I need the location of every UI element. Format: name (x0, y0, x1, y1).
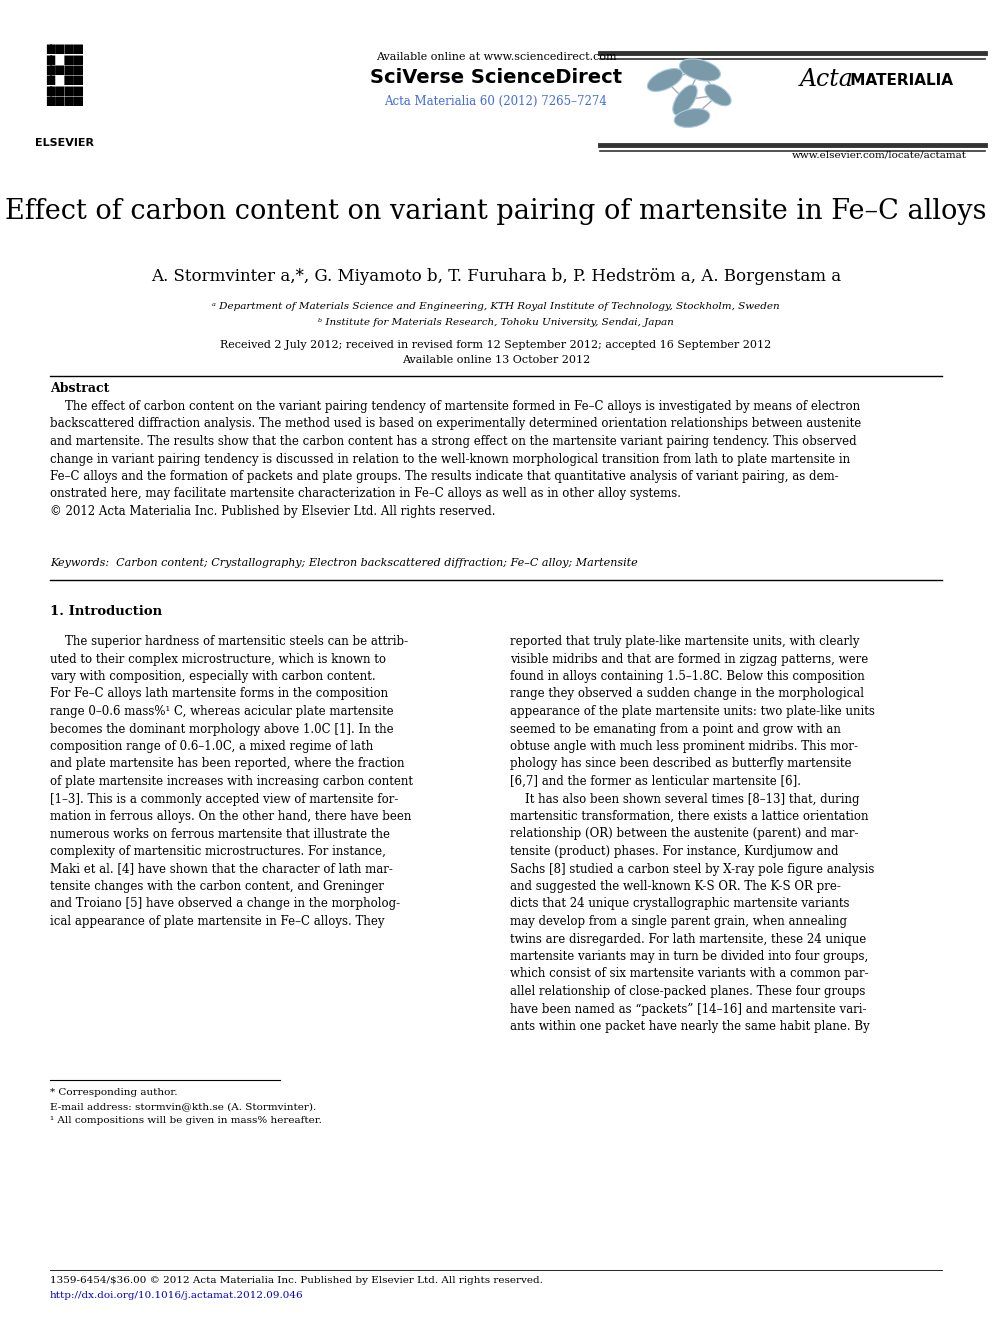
Text: ᵇ Institute for Materials Research, Tohoku University, Sendai, Japan: ᵇ Institute for Materials Research, Toho… (318, 318, 674, 327)
Text: Available online 13 October 2012: Available online 13 October 2012 (402, 355, 590, 365)
Ellipse shape (675, 108, 710, 127)
Text: ᵃ Department of Materials Science and Engineering, KTH Royal Institute of Techno: ᵃ Department of Materials Science and En… (212, 302, 780, 311)
Text: reported that truly plate-like martensite units, with clearly
visible midribs an: reported that truly plate-like martensit… (510, 635, 875, 1033)
Text: MATERIALIA: MATERIALIA (845, 73, 953, 89)
Text: Acta: Acta (800, 67, 854, 91)
Text: Abstract: Abstract (50, 382, 109, 396)
Ellipse shape (673, 85, 697, 115)
Ellipse shape (705, 85, 731, 106)
Text: Available online at www.sciencedirect.com: Available online at www.sciencedirect.co… (376, 52, 616, 62)
Text: 1359-6454/$36.00 © 2012 Acta Materialia Inc. Published by Elsevier Ltd. All righ: 1359-6454/$36.00 © 2012 Acta Materialia … (50, 1275, 543, 1285)
Text: ELSEVIER: ELSEVIER (36, 138, 94, 148)
Text: E-mail address: stormvin@kth.se (A. Stormvinter).: E-mail address: stormvin@kth.se (A. Stor… (50, 1102, 316, 1111)
Text: * Corresponding author.: * Corresponding author. (50, 1088, 178, 1097)
Text: ¹ All compositions will be given in mass% hereafter.: ¹ All compositions will be given in mass… (50, 1117, 321, 1125)
Text: A. Stormvinter a,*, G. Miyamoto b, T. Furuhara b, P. Hedström a, A. Borgenstam a: A. Stormvinter a,*, G. Miyamoto b, T. Fu… (151, 269, 841, 284)
Text: Keywords:  Carbon content; Crystallography; Electron backscattered diffraction; : Keywords: Carbon content; Crystallograph… (50, 558, 638, 568)
Text: The superior hardness of martensitic steels can be attrib-
uted to their complex: The superior hardness of martensitic ste… (50, 635, 413, 927)
Text: Acta Materialia 60 (2012) 7265–7274: Acta Materialia 60 (2012) 7265–7274 (385, 95, 607, 108)
Text: http://dx.doi.org/10.1016/j.actamat.2012.09.046: http://dx.doi.org/10.1016/j.actamat.2012… (50, 1291, 304, 1301)
Text: 1. Introduction: 1. Introduction (50, 605, 162, 618)
Text: Effect of carbon content on variant pairing of martensite in Fe–C alloys: Effect of carbon content on variant pair… (5, 198, 987, 225)
Ellipse shape (648, 69, 682, 91)
Ellipse shape (680, 60, 720, 81)
Text: SciVerse ScienceDirect: SciVerse ScienceDirect (370, 67, 622, 87)
Text: The effect of carbon content on the variant pairing tendency of martensite forme: The effect of carbon content on the vari… (50, 400, 861, 519)
Text: www.elsevier.com/locate/actamat: www.elsevier.com/locate/actamat (792, 149, 967, 159)
Text: Received 2 July 2012; received in revised form 12 September 2012; accepted 16 Se: Received 2 July 2012; received in revise… (220, 340, 772, 351)
Text: ████████
██  ████
████████
██  ████
████████
████████: ████████ ██ ████ ████████ ██ ████ ██████… (47, 45, 83, 106)
